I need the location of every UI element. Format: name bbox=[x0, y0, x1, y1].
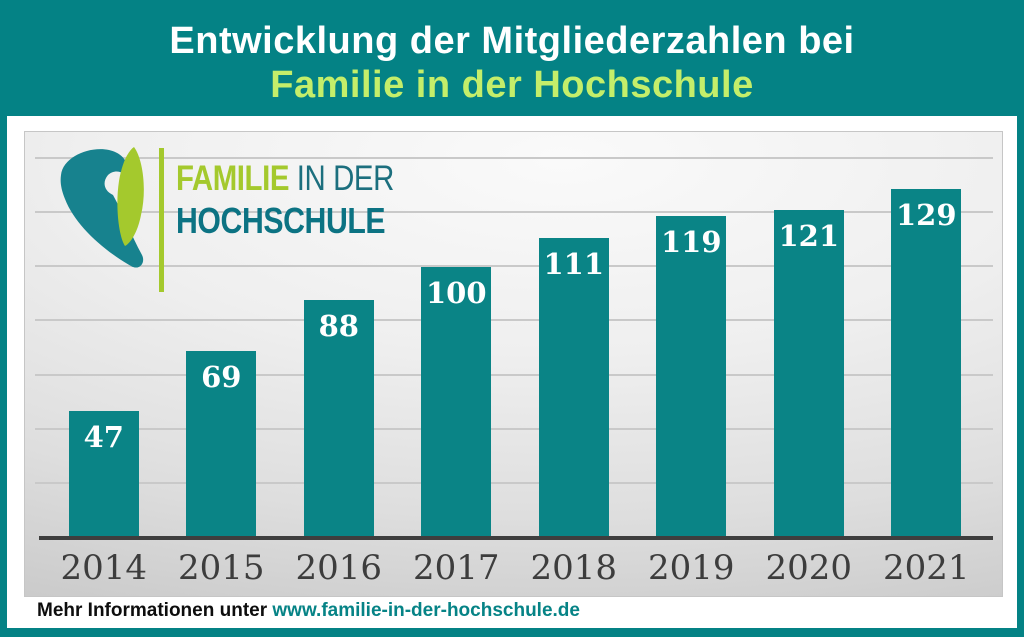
x-label-slot-2014: 2014 bbox=[45, 538, 163, 598]
bar-slot-2015: 69 bbox=[163, 132, 281, 538]
bar-2017: 100 bbox=[421, 267, 492, 538]
bar-value-2017: 100 bbox=[425, 276, 487, 310]
x-label-slot-2019: 2019 bbox=[633, 538, 751, 598]
logo-word-hochschule: HOCHSCHULE bbox=[176, 200, 386, 241]
bar-plot: 47 69 88 100 111 119 121 129 bbox=[35, 132, 993, 540]
gridline-80 bbox=[35, 319, 993, 321]
x-axis-line bbox=[39, 536, 993, 540]
page-title-line2: Familie in der Hochschule bbox=[270, 64, 754, 106]
gridline-100 bbox=[35, 265, 993, 267]
bar-slot-2017: 100 bbox=[398, 132, 516, 538]
gridline-20 bbox=[35, 482, 993, 484]
x-label-2020: 2020 bbox=[765, 548, 853, 588]
bar-value-2016: 88 bbox=[318, 309, 359, 343]
bar-2019: 119 bbox=[656, 216, 727, 538]
logo-word-in-der: IN DER bbox=[289, 159, 395, 198]
x-label-2021: 2021 bbox=[882, 548, 970, 588]
logo-word-familie: FAMILIE bbox=[176, 159, 290, 198]
x-label-2015: 2015 bbox=[177, 548, 265, 588]
gridline-140 bbox=[35, 157, 993, 159]
x-label-slot-2017: 2017 bbox=[398, 538, 516, 598]
bar-slot-2018: 111 bbox=[515, 132, 633, 538]
gridline-120 bbox=[35, 211, 993, 213]
gridline-60 bbox=[35, 374, 993, 376]
bar-2015: 69 bbox=[186, 351, 257, 538]
bar-slot-2019: 119 bbox=[633, 132, 751, 538]
footer-text: Mehr Informationen unter bbox=[37, 600, 273, 621]
bars-row: 47 69 88 100 111 119 121 129 bbox=[45, 132, 985, 538]
bar-value-2014: 47 bbox=[83, 420, 124, 454]
bar-2020: 121 bbox=[773, 210, 844, 538]
bar-value-2019: 119 bbox=[660, 225, 722, 259]
bar-2018: 111 bbox=[538, 238, 609, 538]
bar-value-2018: 111 bbox=[543, 247, 605, 281]
bar-slot-2014: 47 bbox=[45, 132, 163, 538]
page-title-line1: Entwicklung der Mitgliederzahlen bei bbox=[169, 20, 855, 62]
familie-in-der-hochschule-logo-icon bbox=[60, 147, 144, 268]
x-label-2018: 2018 bbox=[530, 548, 618, 588]
x-label-2016: 2016 bbox=[295, 548, 383, 588]
chart-area: FAMILIE IN DER HOCHSCHULE 47 69 88 100 111 11… bbox=[24, 131, 1003, 597]
bar-slot-2021: 129 bbox=[868, 132, 986, 538]
x-label-slot-2018: 2018 bbox=[515, 538, 633, 598]
x-axis-labels: 2014 2015 2016 2017 2018 2019 2020 2021 bbox=[45, 538, 985, 598]
logo-text: FAMILIE IN DER HOCHSCHULE bbox=[176, 158, 394, 242]
bar-2014: 47 bbox=[68, 411, 139, 538]
gridline-40 bbox=[35, 428, 993, 430]
bar-slot-2016: 88 bbox=[280, 132, 398, 538]
logo-divider-line bbox=[159, 148, 164, 292]
bar-slot-2020: 121 bbox=[750, 132, 868, 538]
x-label-2017: 2017 bbox=[412, 548, 500, 588]
logo-leaf-shape bbox=[117, 147, 144, 246]
bar-2021: 129 bbox=[891, 189, 962, 538]
bar-2016: 88 bbox=[303, 300, 374, 538]
x-label-slot-2021: 2021 bbox=[868, 538, 986, 598]
x-label-2014: 2014 bbox=[60, 548, 148, 588]
footer: Mehr Informationen unter www.familie-in-… bbox=[37, 600, 580, 622]
header: Entwicklung der Mitgliederzahlen bei Fam… bbox=[0, 0, 1024, 116]
x-label-slot-2016: 2016 bbox=[280, 538, 398, 598]
x-label-2019: 2019 bbox=[647, 548, 735, 588]
bar-value-2020: 121 bbox=[778, 219, 840, 253]
content-panel: FAMILIE IN DER HOCHSCHULE 47 69 88 100 111 11… bbox=[7, 116, 1017, 628]
bar-value-2015: 69 bbox=[201, 360, 242, 394]
x-label-slot-2015: 2015 bbox=[163, 538, 281, 598]
footer-link[interactable]: www.familie-in-der-hochschule.de bbox=[272, 600, 580, 621]
x-label-slot-2020: 2020 bbox=[750, 538, 868, 598]
logo-line1: FAMILIE IN DER bbox=[176, 158, 394, 200]
bar-value-2021: 129 bbox=[895, 198, 957, 232]
